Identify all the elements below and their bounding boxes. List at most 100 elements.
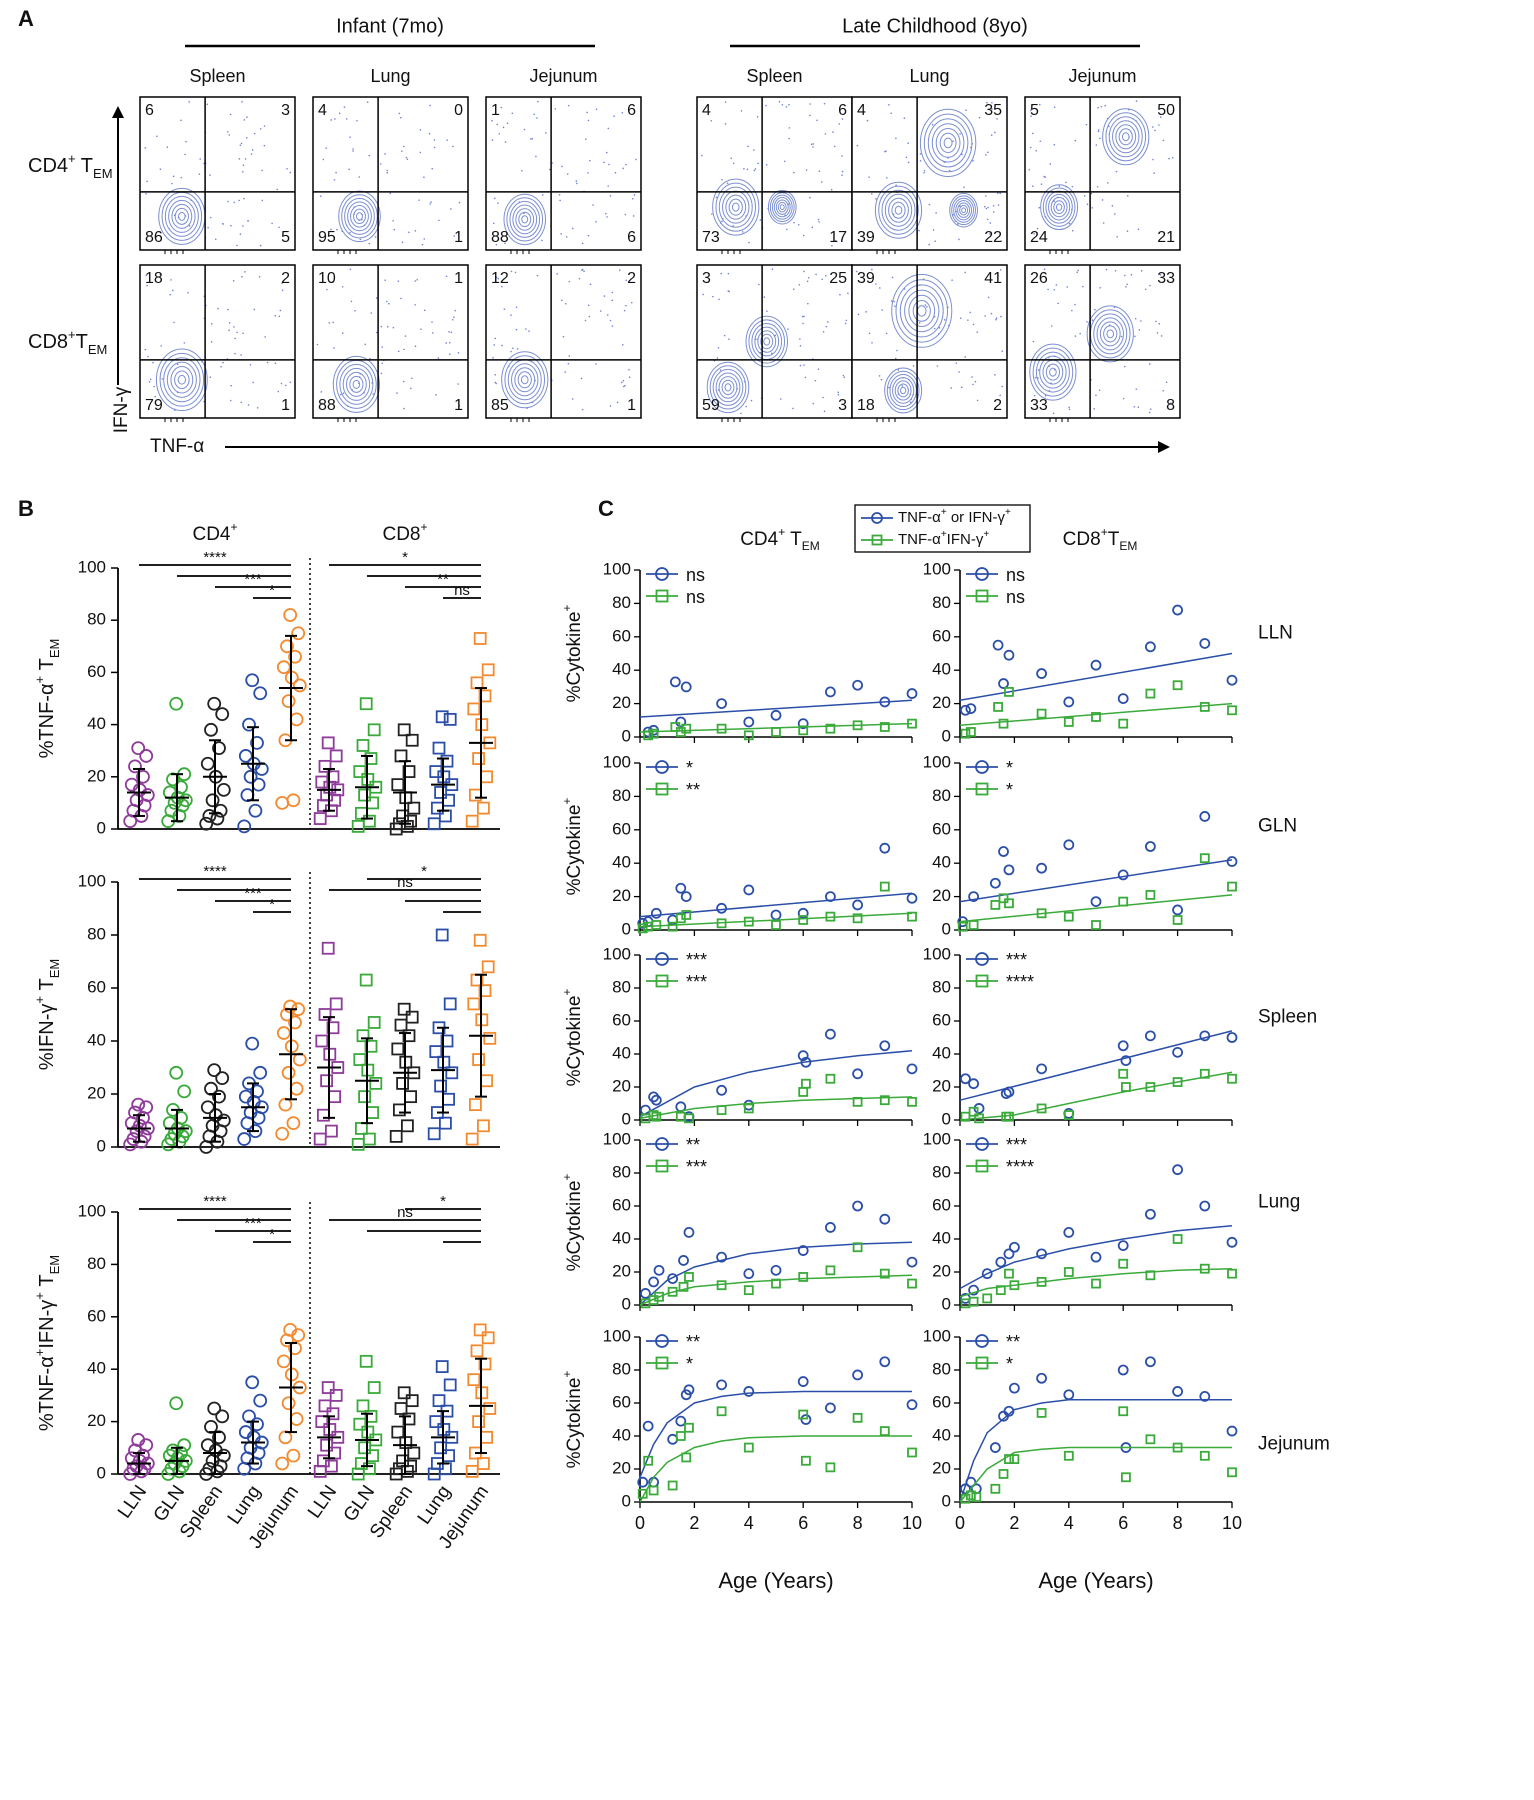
event-dot — [325, 147, 328, 150]
contour — [912, 300, 931, 322]
event-dot — [354, 310, 356, 312]
point — [480, 770, 494, 784]
event-dot — [1102, 222, 1105, 224]
event-dot — [250, 153, 253, 155]
contour — [904, 289, 940, 333]
event-dot — [587, 172, 589, 174]
event-dot — [392, 219, 394, 222]
event-dot — [154, 395, 156, 398]
event-dot — [431, 321, 433, 323]
point — [356, 1029, 370, 1043]
point — [362, 1132, 376, 1146]
event-dot — [711, 213, 713, 215]
tissue-title: Jejunum — [529, 66, 597, 86]
text-part: + — [1101, 525, 1108, 539]
event-dot — [931, 123, 934, 126]
point — [1172, 604, 1183, 616]
point — [174, 780, 188, 795]
event-dot — [919, 160, 922, 162]
contour — [155, 348, 208, 412]
event-dot — [1001, 385, 1004, 388]
quadrant-percent: 6 — [838, 102, 847, 119]
stat-label: **** — [1006, 972, 1034, 992]
event-dot — [333, 347, 335, 349]
event-dot — [321, 402, 323, 405]
text-part: %Cytokine — [564, 1378, 585, 1469]
event-dot — [541, 194, 544, 196]
y-axis-title: %TNF-α+ TEM — [32, 639, 62, 759]
event-dot — [418, 199, 420, 201]
point — [743, 1386, 755, 1397]
event-dot — [605, 151, 608, 154]
point — [879, 1040, 891, 1052]
point — [318, 1399, 332, 1413]
event-dot — [349, 136, 351, 138]
row-label: GLN — [1258, 816, 1297, 837]
event-dot — [625, 279, 627, 282]
point — [429, 1415, 443, 1428]
point — [684, 1422, 694, 1433]
y-tick-label: 60 — [612, 1195, 631, 1214]
event-dot — [822, 396, 824, 399]
event-dot — [199, 158, 201, 160]
event-dot — [959, 317, 962, 319]
event-dot — [719, 369, 722, 371]
event-dot — [798, 283, 801, 286]
event-dot — [718, 298, 720, 301]
point — [797, 1245, 809, 1256]
point — [879, 1356, 891, 1368]
text-part: T — [76, 331, 88, 353]
event-dot — [504, 242, 506, 245]
event-dot — [348, 168, 350, 171]
point — [975, 782, 989, 796]
point — [364, 1409, 378, 1423]
event-dot — [1115, 170, 1118, 173]
event-dot — [595, 220, 597, 223]
point — [798, 915, 809, 925]
point — [329, 997, 343, 1011]
point — [367, 1016, 381, 1029]
event-dot — [868, 332, 871, 335]
event-dot — [987, 151, 989, 154]
point — [359, 697, 373, 711]
event-dot — [990, 134, 993, 136]
event-dot — [928, 243, 930, 246]
point — [356, 739, 370, 752]
contour — [504, 355, 546, 405]
event-dot — [1028, 168, 1031, 171]
point — [367, 1381, 381, 1394]
event-dot — [430, 201, 432, 203]
point — [288, 1015, 302, 1030]
point — [445, 1066, 459, 1080]
point — [430, 801, 444, 815]
event-dot — [1035, 149, 1037, 152]
event-dot — [964, 356, 966, 358]
text-part: %IFN-γ — [36, 1004, 58, 1071]
point — [981, 1268, 993, 1280]
point — [825, 891, 836, 902]
x-axis-title: Age (Years) — [718, 1568, 833, 1593]
point — [443, 997, 457, 1011]
point — [324, 1124, 338, 1138]
column-title: CD8+TEM — [1063, 525, 1138, 553]
fit-line — [959, 702, 1233, 727]
event-dot — [445, 342, 448, 344]
point — [965, 703, 977, 715]
point — [174, 1110, 188, 1125]
event-dot — [763, 296, 766, 298]
point — [743, 1268, 755, 1280]
point — [177, 1084, 192, 1099]
event-dot — [369, 357, 371, 360]
point — [653, 1264, 665, 1276]
text-part: + — [68, 327, 76, 342]
point — [202, 809, 217, 823]
event-dot — [1030, 115, 1032, 117]
event-dot — [955, 362, 958, 364]
event-dot — [232, 280, 235, 282]
point — [1172, 1386, 1183, 1397]
event-dot — [419, 129, 422, 131]
point — [879, 722, 890, 732]
text-part: %Cytokine — [564, 612, 585, 703]
point — [276, 1354, 291, 1369]
stat-label: * — [1006, 1354, 1013, 1374]
